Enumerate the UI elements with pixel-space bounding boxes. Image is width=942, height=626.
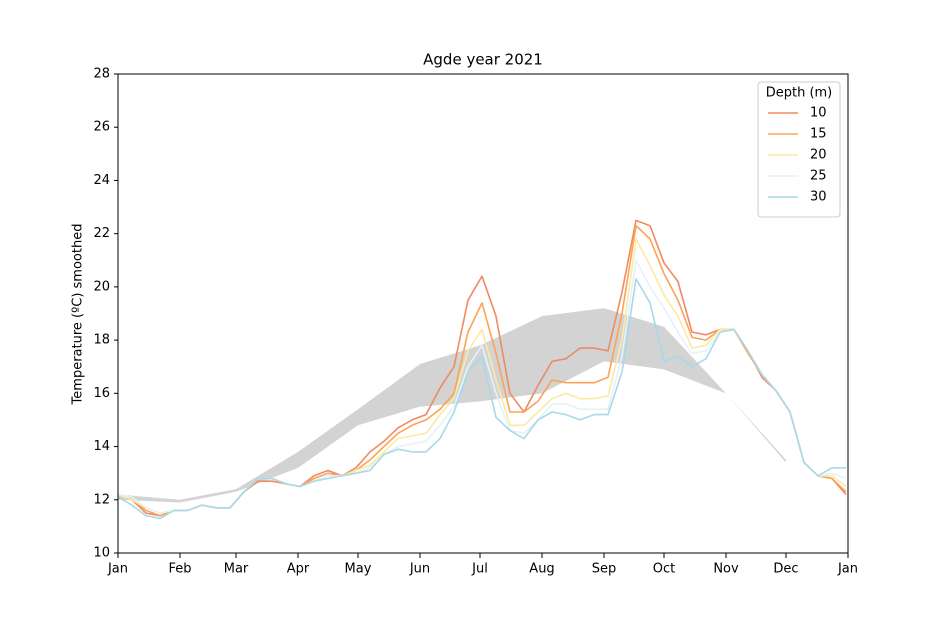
chart-title: Agde year 2021 xyxy=(423,51,543,69)
legend-label: 20 xyxy=(810,148,827,163)
y-tick-label: 16 xyxy=(93,386,110,401)
legend-box xyxy=(757,81,841,218)
y-tick-label: 12 xyxy=(93,492,110,507)
x-tick-label: Jan xyxy=(837,562,858,577)
legend-title: Depth (m) xyxy=(766,86,833,101)
x-tick-label: Jun xyxy=(409,562,430,577)
plot-frame xyxy=(117,73,849,554)
x-tick-label: Feb xyxy=(168,562,191,577)
x-tick-label: Apr xyxy=(287,562,310,577)
y-tick-label: 10 xyxy=(93,546,110,561)
y-tick-label: 20 xyxy=(93,279,110,294)
x-tick-label: Dec xyxy=(773,562,798,577)
x-tick-label: Oct xyxy=(653,562,675,577)
y-tick-label: 24 xyxy=(93,173,110,188)
y-tick-label: 22 xyxy=(93,226,110,241)
x-tick-label: Jan xyxy=(107,562,128,577)
x-tick-label: Aug xyxy=(529,562,554,577)
x-tick-label: May xyxy=(345,562,372,577)
legend-label: 10 xyxy=(810,106,827,121)
legend-label: 25 xyxy=(810,169,827,184)
y-tick-label: 14 xyxy=(93,439,110,454)
x-tick-label: Sep xyxy=(592,562,617,577)
x-tick-label: Nov xyxy=(713,562,739,577)
x-tick-label: Mar xyxy=(224,562,249,577)
x-tick-label: Jul xyxy=(471,562,488,577)
y-axis-label: Temperature (ºC) smoothed xyxy=(71,224,86,406)
band xyxy=(118,308,786,503)
y-tick-label: 28 xyxy=(93,67,110,82)
y-tick-label: 18 xyxy=(93,333,110,348)
legend-label: 30 xyxy=(810,190,827,205)
legend-label: 15 xyxy=(810,127,827,142)
line xyxy=(117,278,846,520)
y-tick-label: 26 xyxy=(93,120,110,135)
